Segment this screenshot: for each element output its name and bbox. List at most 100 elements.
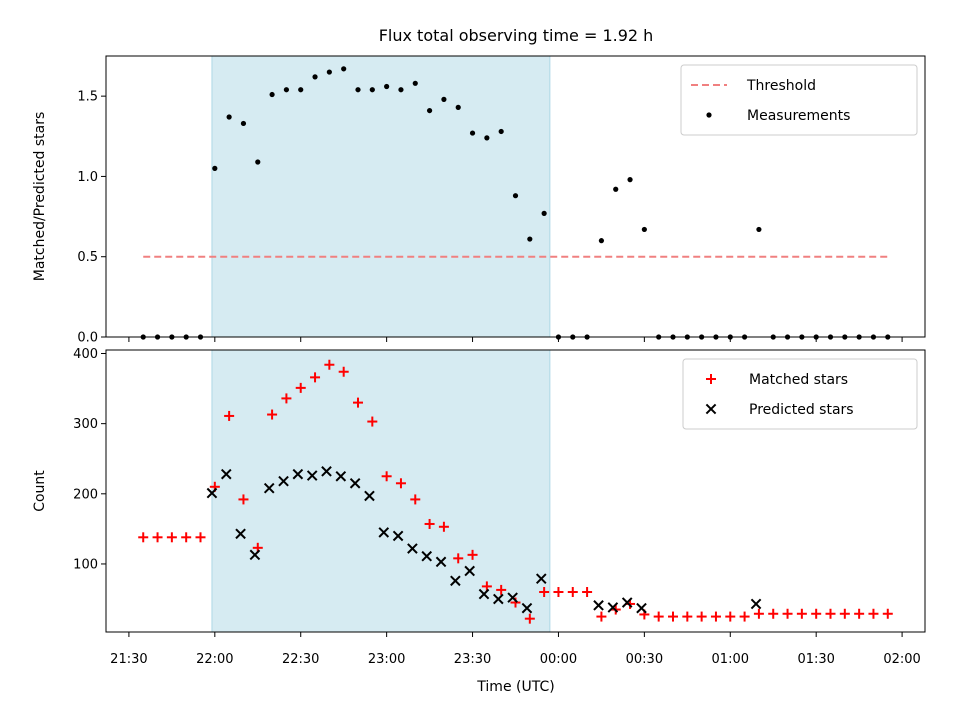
data-point-0-30 <box>567 587 578 598</box>
data-point-0-42 <box>739 611 750 622</box>
legend-label: Matched stars <box>749 372 848 388</box>
data-point-0-40 <box>710 611 721 622</box>
chart-title: Flux total observing time = 1.92 h <box>379 26 654 45</box>
legend-label: Measurements <box>747 108 850 124</box>
y-tick-label: 0.0 <box>77 331 98 346</box>
data-point-0-0 <box>138 532 149 543</box>
data-point-1-17 <box>450 575 461 587</box>
data-point-1-0 <box>206 487 218 499</box>
bottom-panel-y-ticks: 100 200 300 400 <box>73 347 106 572</box>
data-point-1-26 <box>621 597 633 608</box>
data-point-0-9 <box>269 91 275 98</box>
data-point-0-26 <box>512 193 519 199</box>
data-point-0-32 <box>598 238 605 244</box>
data-point-0-47 <box>811 608 822 619</box>
data-point-1-7 <box>306 470 318 481</box>
data-point-0-5 <box>212 165 218 171</box>
data-point-1-1 <box>220 468 232 480</box>
highlight-span-top <box>211 55 551 338</box>
data-point-0-15 <box>353 397 363 408</box>
data-point-0-23 <box>469 130 476 136</box>
data-point-0-6 <box>224 410 235 421</box>
data-point-0-28 <box>539 587 550 598</box>
bottom-panel-y-label: Count <box>32 470 48 512</box>
data-point-0-43 <box>753 608 764 619</box>
data-point-0-13 <box>326 69 332 75</box>
data-point-1-3 <box>249 549 261 561</box>
data-point-0-1 <box>152 532 163 543</box>
data-point-0-13 <box>324 359 335 370</box>
top-panel-marks <box>140 66 891 340</box>
data-point-1-21 <box>507 592 518 603</box>
data-point-1-25 <box>607 602 619 613</box>
data-point-1-27 <box>636 602 647 614</box>
data-point-0-48 <box>825 608 836 619</box>
data-point-0-38 <box>682 611 693 622</box>
data-point-0-17 <box>381 471 392 482</box>
x-tick-label: 22:30 <box>282 652 319 667</box>
data-point-0-25 <box>496 584 507 595</box>
data-point-0-10 <box>281 393 292 404</box>
data-point-1-12 <box>378 527 390 538</box>
top-panel: 0.0 0.5 1.0 1.5 Matched/Predicted stars Thr… <box>32 55 926 346</box>
data-point-1-13 <box>392 530 404 542</box>
y-tick-label: 100 <box>73 557 98 572</box>
data-point-0-19 <box>412 80 418 86</box>
data-point-0-17 <box>384 83 390 90</box>
data-point-0-21 <box>438 521 449 532</box>
data-point-0-7 <box>238 494 249 505</box>
data-point-1-24 <box>593 600 604 611</box>
x-axis-label: Time (UTC) <box>476 679 554 695</box>
y-tick-label: 200 <box>73 487 98 502</box>
data-point-0-20 <box>426 107 433 114</box>
legend-label: Threshold <box>746 78 816 94</box>
legend-handle-0 <box>706 374 716 384</box>
top-panel-y-ticks: 0.0 0.5 1.0 1.5 <box>77 90 106 346</box>
data-point-1-16 <box>435 556 447 568</box>
data-point-0-18 <box>395 478 406 489</box>
data-point-0-22 <box>453 553 464 564</box>
bottom-panel: 100 200 300 400 21:30 22:00 22:30 23:00 23:30 00… <box>32 347 926 667</box>
data-point-0-27 <box>527 236 533 242</box>
data-point-0-25 <box>498 128 504 135</box>
y-tick-label: 0.5 <box>77 250 98 265</box>
data-point-0-21 <box>441 96 447 102</box>
data-point-0-9 <box>267 409 278 420</box>
data-point-0-52 <box>882 608 893 619</box>
series-predicted-stars <box>206 466 762 614</box>
data-point-1-28 <box>750 598 762 610</box>
data-point-0-8 <box>255 159 261 165</box>
x-tick-label: 23:30 <box>454 652 491 667</box>
data-point-0-22 <box>455 104 461 110</box>
data-point-0-11 <box>295 382 306 393</box>
legend-box <box>682 358 918 430</box>
data-point-0-31 <box>582 587 593 598</box>
x-tick-label: 23:00 <box>368 652 405 667</box>
data-point-0-49 <box>839 608 850 619</box>
data-point-1-22 <box>521 602 533 614</box>
data-point-0-35 <box>641 226 647 233</box>
x-tick-label: 00:30 <box>626 652 663 667</box>
data-point-0-15 <box>355 87 361 93</box>
y-tick-label: 1.0 <box>77 170 98 185</box>
data-point-0-2 <box>166 532 177 543</box>
data-point-0-37 <box>668 611 678 622</box>
data-point-1-10 <box>349 477 361 489</box>
data-point-0-36 <box>653 611 664 622</box>
data-point-0-24 <box>481 581 492 592</box>
data-point-1-15 <box>421 550 433 562</box>
data-point-0-45 <box>782 608 793 619</box>
data-point-0-12 <box>310 372 321 383</box>
top-panel-y-label: Matched/Predicted stars <box>32 112 48 282</box>
data-point-0-34 <box>627 177 633 183</box>
data-point-0-46 <box>796 608 807 619</box>
y-tick-label: 300 <box>73 417 98 432</box>
bottom-panel-marks <box>138 359 893 624</box>
data-point-1-20 <box>493 593 504 605</box>
data-point-0-4 <box>195 532 206 543</box>
data-point-0-29 <box>553 587 564 598</box>
bottom-panel-x-ticks: 21:30 22:00 22:30 23:00 23:30 00:00 00:30 01:00… <box>110 632 921 667</box>
data-point-1-19 <box>478 588 490 600</box>
data-point-1-6 <box>292 468 304 480</box>
